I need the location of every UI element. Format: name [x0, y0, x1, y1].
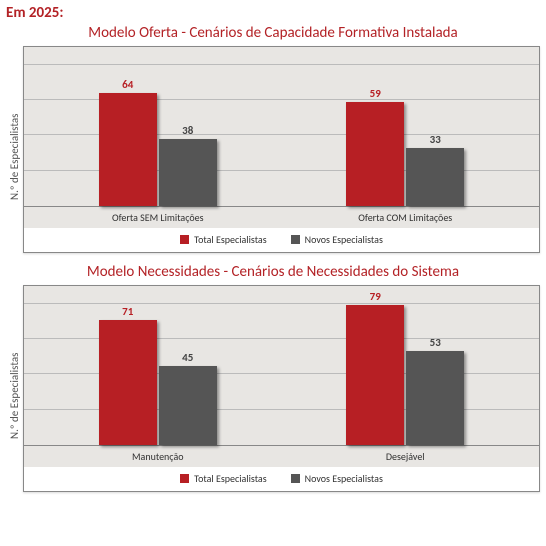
chart-box: 64385933Oferta SEM LimitaçõesOferta COM …: [23, 46, 540, 253]
bar: 59: [346, 102, 404, 206]
chart-title: Modelo Necessidades - Cenários de Necess…: [6, 263, 540, 281]
category-group: 7953: [306, 286, 504, 445]
chart: N.º de Especialistas64385933Oferta SEM L…: [6, 46, 540, 253]
legend-label: Novos Especialistas: [305, 472, 383, 485]
bar: 71: [99, 320, 157, 445]
chart-box: 71457953ManutençãoDesejávelTotal Especia…: [23, 285, 540, 492]
bar-value-label: 33: [406, 133, 464, 146]
chart: N.º de Especialistas71457953ManutençãoDe…: [6, 285, 540, 492]
legend: Total Especialistas Novos Especialistas: [24, 467, 539, 491]
legend-swatch: [291, 235, 300, 244]
charts-container: Modelo Oferta - Cenários de Capacidade F…: [6, 24, 540, 492]
bar-value-label: 71: [99, 305, 157, 318]
legend-label: Total Especialistas: [194, 233, 267, 246]
bar-value-label: 59: [346, 87, 404, 100]
bar: 33: [406, 148, 464, 206]
legend-swatch: [291, 474, 300, 483]
category-group: 7145: [59, 286, 257, 445]
bar-value-label: 79: [346, 290, 404, 303]
x-category-label: Desejável: [306, 450, 504, 463]
x-axis: Manutenção Desejável: [24, 446, 539, 467]
x-category-label: Oferta COM Limitações: [306, 211, 504, 224]
bar-value-label: 45: [159, 351, 217, 364]
bar: 38: [159, 139, 217, 206]
bar: 53: [406, 351, 464, 445]
x-category-label: Oferta SEM Limitações: [59, 211, 257, 224]
legend-item: Total Especialistas: [180, 233, 267, 246]
bar-value-label: 53: [406, 336, 464, 349]
y-axis-label: N.º de Especialistas: [6, 46, 23, 253]
bar: 45: [159, 366, 217, 446]
legend-swatch: [180, 235, 189, 244]
category-group: 5933: [306, 47, 504, 206]
legend-label: Novos Especialistas: [305, 233, 383, 246]
plot-area: 71457953: [24, 286, 539, 446]
bar-value-label: 64: [99, 78, 157, 91]
x-category-label: Manutenção: [59, 450, 257, 463]
legend-label: Total Especialistas: [194, 472, 267, 485]
legend-item: Novos Especialistas: [291, 472, 383, 485]
plot-area: 64385933: [24, 47, 539, 207]
category-group: 6438: [59, 47, 257, 206]
bar: 64: [99, 93, 157, 206]
legend-item: Novos Especialistas: [291, 233, 383, 246]
x-axis: Oferta SEM Limitações Oferta COM Limitaçõ…: [24, 207, 539, 228]
bar: 79: [346, 305, 404, 445]
legend-item: Total Especialistas: [180, 472, 267, 485]
legend: Total Especialistas Novos Especialistas: [24, 228, 539, 252]
y-axis-label: N.º de Especialistas: [6, 285, 23, 492]
legend-swatch: [180, 474, 189, 483]
bar-value-label: 38: [159, 124, 217, 137]
chart-title: Modelo Oferta - Cenários de Capacidade F…: [6, 24, 540, 42]
page-header: Em 2025:: [6, 4, 540, 22]
